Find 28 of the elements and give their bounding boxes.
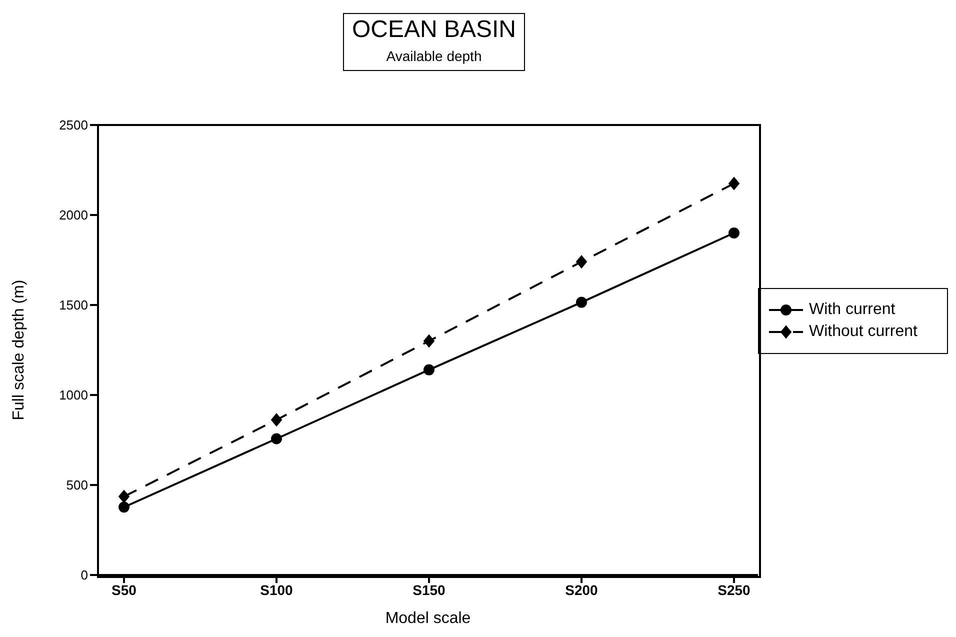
y-tick-label: 2000	[59, 208, 88, 223]
x-tick-label: S250	[718, 582, 751, 598]
point	[424, 364, 434, 376]
y-tick-label: 1000	[59, 388, 88, 403]
y-axis-title: Full scale depth (m)	[10, 280, 28, 420]
x-tick-label: S50	[112, 582, 137, 598]
y-tick-label: 500	[66, 478, 88, 493]
y-tick-label: 1500	[59, 298, 88, 313]
point	[728, 228, 740, 238]
legend-label: Without current	[809, 322, 918, 340]
point	[118, 502, 130, 513]
point	[728, 177, 740, 190]
x-tick-label: S100	[260, 582, 294, 598]
point	[576, 255, 587, 268]
chart-title: OCEAN BASIN	[350, 16, 518, 44]
x-axis-title: Model scale	[385, 610, 471, 627]
legend-label: With current	[809, 300, 896, 318]
x-tick-label: S150	[412, 582, 446, 598]
point	[271, 433, 282, 444]
point	[576, 296, 587, 308]
title-box: OCEAN BASIN Available depth	[343, 13, 525, 71]
chart-subtitle: Available depth	[385, 48, 483, 64]
point	[118, 490, 130, 504]
y-tick-label: 2500	[59, 118, 88, 133]
y-tick-label: 0	[80, 568, 88, 583]
x-tick-label: S200	[565, 582, 598, 598]
point	[424, 334, 434, 348]
point	[271, 413, 282, 426]
